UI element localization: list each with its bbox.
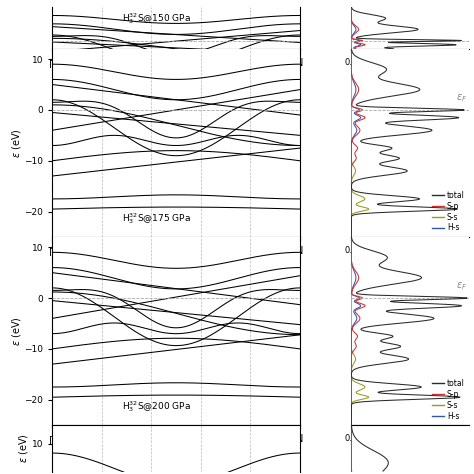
Text: $\varepsilon_F$: $\varepsilon_F$ (456, 281, 467, 292)
Text: H$_3^{32}$S@150 GPa: H$_3^{32}$S@150 GPa (122, 11, 191, 26)
Text: H$_3^{32}$S@175 GPa: H$_3^{32}$S@175 GPa (122, 211, 191, 226)
Y-axis label: $\varepsilon$ (eV): $\varepsilon$ (eV) (10, 316, 23, 346)
Text: H$_3^{32}$S@200 GPa: H$_3^{32}$S@200 GPa (122, 399, 191, 414)
Legend: total, S-p, S-s, H-s: total, S-p, S-s, H-s (431, 190, 465, 233)
Y-axis label: $\varepsilon$ (eV): $\varepsilon$ (eV) (10, 128, 23, 158)
Text: $\varepsilon_F$: $\varepsilon_F$ (456, 92, 467, 104)
Y-axis label: $\varepsilon$ (eV): $\varepsilon$ (eV) (17, 434, 30, 463)
Legend: total, S-p, S-s, H-s: total, S-p, S-s, H-s (431, 378, 465, 421)
